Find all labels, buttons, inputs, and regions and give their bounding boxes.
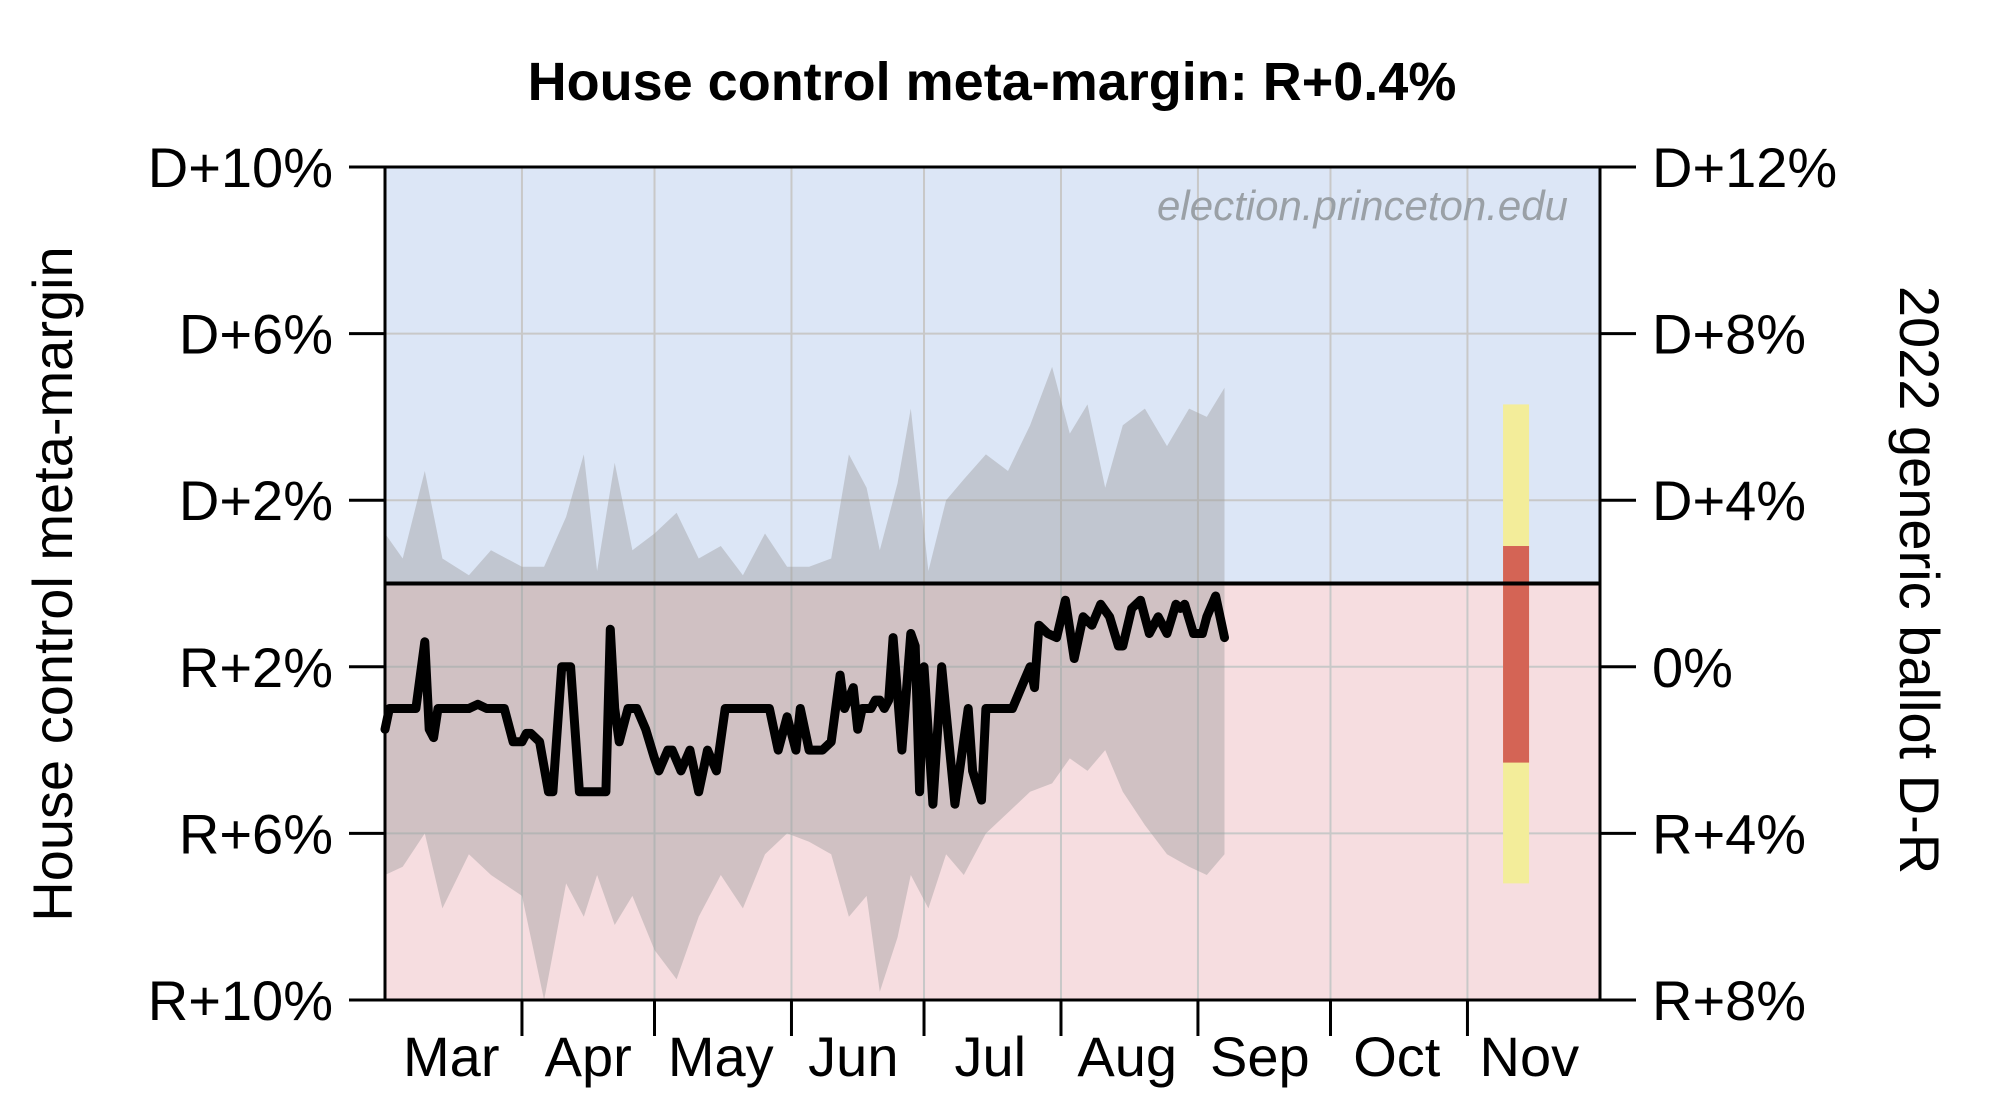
left-tick-label: R+6% — [179, 802, 333, 865]
right-axis-title: 2022 generic ballot D-R — [1888, 286, 1951, 874]
right-tick-label: D+8% — [1652, 303, 1806, 366]
projection-bar-inner — [1503, 546, 1530, 763]
x-axis: Mar Apr May Jun Jul Aug Sep Oct Nov — [403, 1000, 1579, 1088]
uncertainty-band — [385, 366, 1225, 1000]
chart-title: House control meta-margin: R+0.4% — [528, 52, 1457, 112]
meta-margin-line — [380, 591, 1229, 809]
x-tick-label: Apr — [545, 1025, 632, 1088]
x-tick-label: Aug — [1077, 1025, 1177, 1088]
x-tick-label: Jun — [808, 1025, 898, 1088]
right-tick-label: 0% — [1652, 636, 1733, 699]
right-tick-label: D+12% — [1652, 136, 1837, 199]
x-tick-label: Mar — [403, 1025, 499, 1088]
left-tick-label: R+2% — [179, 636, 333, 699]
meta-margin-series — [380, 591, 1229, 809]
watermark: election.princeton.edu — [1157, 182, 1568, 229]
left-tick-label: D+6% — [179, 303, 333, 366]
uncertainty-band-area — [385, 366, 1225, 1000]
right-tick-label: R+4% — [1652, 802, 1806, 865]
plot-background — [385, 167, 1600, 1000]
left-tick-label: D+2% — [179, 469, 333, 532]
x-tick-label: May — [668, 1025, 774, 1088]
left-tick-label: D+10% — [148, 136, 333, 199]
projection-bar — [1503, 404, 1530, 884]
left-y-axis: D+10% D+6% D+2% R+2% R+6% R+10% — [148, 136, 385, 1032]
dem-region — [385, 167, 1600, 584]
x-tick-label: Nov — [1480, 1025, 1580, 1088]
x-tick-label: Oct — [1353, 1025, 1441, 1088]
right-y-axis: D+12% D+8% D+4% 0% R+4% R+8% — [1600, 136, 1837, 1032]
plot-frame — [383, 165, 1602, 1002]
x-tick-label: Jul — [954, 1025, 1026, 1088]
right-tick-label: R+8% — [1652, 969, 1806, 1032]
right-tick-label: D+4% — [1652, 469, 1806, 532]
left-axis-title: House control meta-margin — [21, 246, 84, 921]
left-tick-label: R+10% — [148, 969, 333, 1032]
plot-border — [383, 165, 1602, 1002]
x-tick-label: Sep — [1210, 1025, 1310, 1088]
